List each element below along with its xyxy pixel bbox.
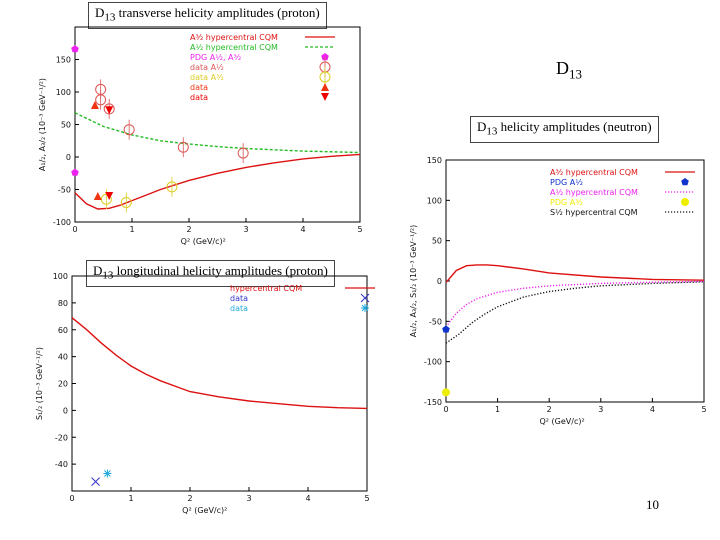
y-tick-label: 50 [432, 237, 442, 246]
legend-entry: A³⁄₂ hypercentral CQM [550, 168, 638, 177]
chart-proton-transverse: 0 1 2 3 4 5 -100 -50 0 50 100 150 Q² (GeV/c)² A₁/₂, A… [38, 26, 363, 246]
data-point [93, 192, 102, 200]
x-axis-label: Q² (GeV/c)² [182, 506, 227, 515]
y-tick-label: 20 [58, 380, 68, 389]
legend-entry: data [190, 83, 208, 92]
x-tick-label: 0 [443, 405, 448, 414]
legend-entry: A¹⁄₂ hypercentral CQM [550, 188, 638, 197]
data-point [105, 106, 114, 115]
legend-entry: data [230, 294, 248, 303]
x-tick-label: 1 [128, 494, 133, 503]
legend-entry: data A³⁄₂ [190, 73, 224, 82]
chart-neutron: 0 1 2 3 4 5 -150 -100 -50 0 50 100 150 Q² (GeV/c)² A₁/… [409, 156, 707, 426]
legend-entry: PDG A¹⁄₂, A³⁄₂ [190, 53, 241, 62]
x-tick-label: 4 [305, 494, 310, 503]
caption-longitudinal: D13 longitudinal helicity amplitudes (pr… [86, 260, 335, 287]
data-point [105, 192, 114, 200]
data-point [90, 101, 99, 109]
y-tick-label: 100 [427, 196, 442, 205]
x-tick-label: 1 [129, 225, 134, 234]
data-point [71, 45, 79, 53]
y-tick-label: -50 [429, 317, 442, 326]
legend-entry: A³⁄₂ hypercentral CQM [190, 33, 278, 42]
x-tick-label: 4 [650, 405, 655, 414]
legend-entry: data [230, 304, 248, 313]
x-tick-label: 4 [300, 225, 305, 234]
legend-marker-key [321, 53, 329, 61]
data-point [103, 469, 112, 478]
chart-proton-longitudinal: 0 1 2 3 4 5 -40 -20 0 20 40 60 80 100 Q² (GeV/c)² S₁/₂ … [35, 272, 375, 515]
x-tick-label: 3 [246, 494, 251, 503]
x-axis-label: Q² (GeV/c)² [181, 237, 226, 246]
caption-transverse: D13 transverse helicity amplitudes (prot… [88, 2, 327, 29]
data-point [442, 325, 450, 333]
y-tick-label: -50 [58, 186, 71, 195]
x-tick-label: 5 [364, 494, 369, 503]
y-tick-label: -100 [424, 358, 442, 367]
legend-marker-key [321, 83, 329, 91]
y-tick-label: -20 [55, 433, 68, 442]
series-line-2 [445, 281, 705, 344]
data-point [91, 477, 100, 486]
y-tick-label: 60 [58, 326, 68, 335]
y-tick-label: 150 [427, 156, 442, 165]
y-axis-label: S₁/₂ (10⁻³ GeV⁻¹/²) [35, 347, 44, 420]
x-tick-label: 5 [357, 225, 362, 234]
plot-frame [71, 275, 368, 492]
legend-entry: A¹⁄₂ hypercentral CQM [190, 43, 278, 52]
series-line-0 [74, 153, 361, 210]
legend-marker-key [321, 93, 329, 101]
legend-entry: S¹⁄₂ hypercentral CQM [550, 208, 638, 217]
x-tick-label: 2 [547, 405, 552, 414]
x-tick-label: 2 [186, 225, 191, 234]
y-tick-label: -100 [53, 218, 71, 227]
y-tick-label: 100 [56, 88, 71, 97]
legend-marker-key [681, 178, 689, 186]
x-tick-label: 5 [701, 405, 706, 414]
series-line-1 [74, 112, 361, 154]
y-tick-label: 0 [437, 277, 442, 286]
x-tick-label: 0 [69, 494, 74, 503]
legend-marker-key [681, 198, 689, 206]
legend-marker-key [360, 293, 370, 303]
x-tick-label: 0 [72, 225, 77, 234]
y-axis-label: A₁/₂, A₃/₂ (10⁻³ GeV⁻¹/²) [38, 78, 47, 171]
x-tick-label: 2 [187, 494, 192, 503]
x-tick-label: 1 [495, 405, 500, 414]
page-number: 10 [646, 497, 659, 512]
x-axis-label: Q² (GeV/c)² [540, 417, 585, 426]
caption-neutron: D13 helicity amplitudes (neutron) [470, 116, 659, 143]
x-tick-label: 3 [243, 225, 248, 234]
legend-entry: PDG A³⁄₂ [550, 198, 583, 207]
data-point [71, 168, 79, 176]
x-tick-label: 3 [598, 405, 603, 414]
series-line-0 [71, 317, 368, 410]
data-point [442, 388, 450, 397]
slide-title: D13 [556, 58, 582, 82]
legend-entry: data A¹⁄₂ [190, 63, 224, 72]
series-line-0 [445, 264, 705, 284]
y-tick-label: 100 [53, 272, 68, 281]
y-tick-label: 0 [63, 406, 68, 415]
y-tick-label: 80 [58, 299, 68, 308]
y-axis-label: A₁/₂, A₃/₂, S₁/₂ (10⁻³ GeV⁻¹/²) [409, 225, 418, 337]
y-tick-label: 0 [66, 153, 71, 162]
y-tick-label: -150 [424, 398, 442, 407]
legend-entry: PDG A¹⁄₂ [550, 178, 583, 187]
legend-marker-key [361, 304, 369, 312]
legend-entry: data [190, 93, 208, 102]
y-tick-label: -40 [55, 460, 68, 469]
legend-entry: hypercentral CQM [230, 284, 302, 293]
y-tick-label: 40 [58, 353, 68, 362]
y-tick-label: 150 [56, 56, 71, 65]
y-tick-label: 50 [61, 121, 71, 130]
series-line-1 [445, 280, 705, 328]
